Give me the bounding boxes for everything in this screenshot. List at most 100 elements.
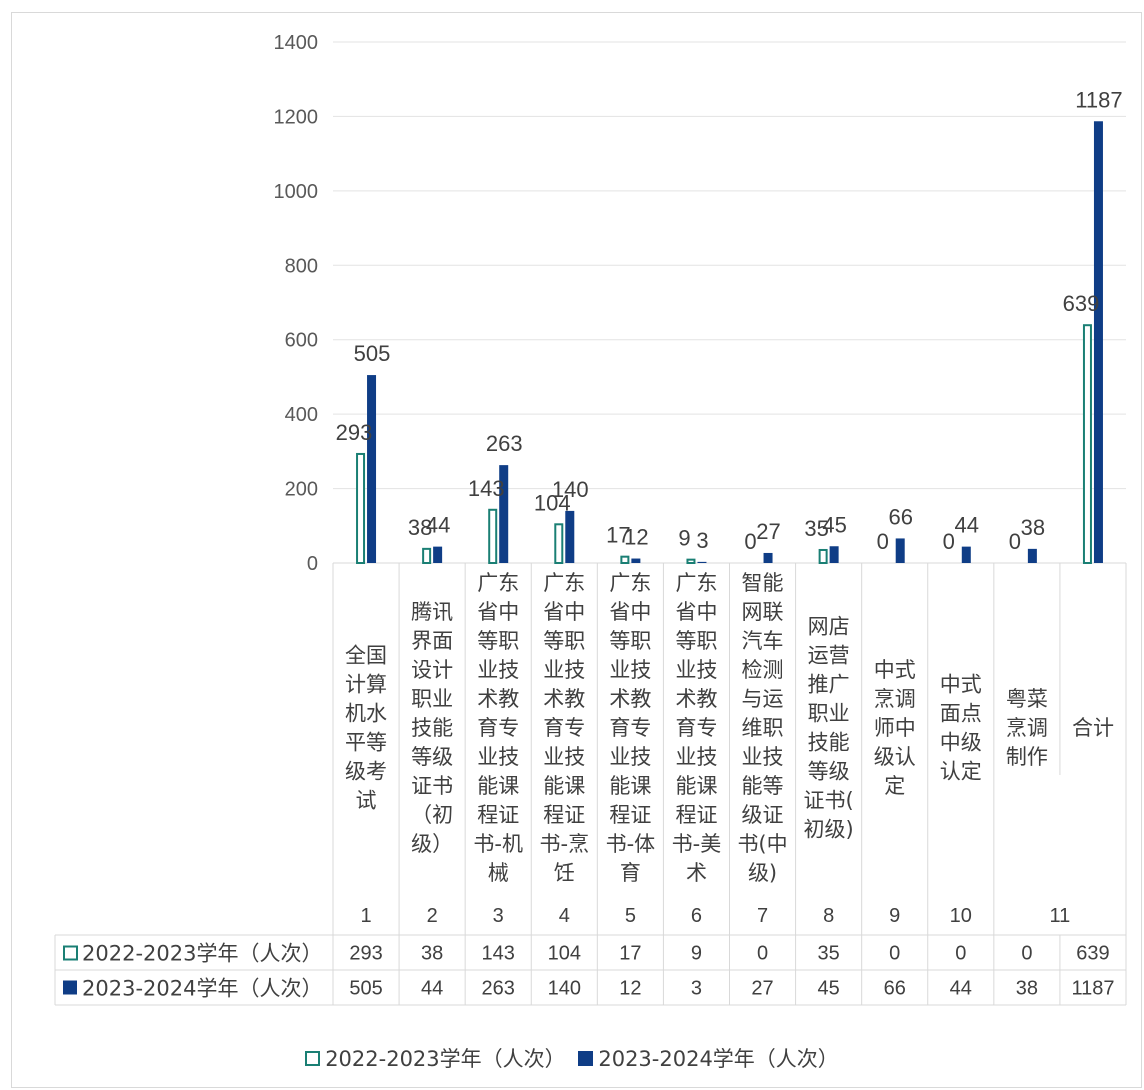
data-label-2022-2023: 17 bbox=[606, 523, 630, 548]
category-label: 广东 bbox=[477, 571, 519, 595]
data-label-2022-2023: 9 bbox=[678, 526, 690, 551]
category-label: 制作 bbox=[1006, 745, 1048, 769]
data-label-2022-2023: 35 bbox=[804, 516, 828, 541]
y-tick-label: 400 bbox=[285, 404, 318, 426]
data-label-2022-2023: 293 bbox=[336, 420, 373, 445]
table-row-label: 2023-2024学年（人次） bbox=[82, 977, 322, 1001]
category-label: 等职 bbox=[675, 629, 717, 653]
category-number: 5 bbox=[625, 905, 636, 927]
table-cell: 44 bbox=[421, 978, 443, 1000]
data-label-2023-2024: 3 bbox=[696, 528, 708, 553]
legend-swatch-2022-2023 bbox=[305, 1050, 321, 1066]
category-label: 术教 bbox=[609, 687, 651, 711]
bar-chart: 0200400600800100012001400全国计算机水平等级考试1腾讯界… bbox=[54, 32, 1127, 1006]
bar-2023-2024 bbox=[433, 546, 443, 563]
category-label: 与运 bbox=[742, 687, 784, 711]
category-label: 机水 bbox=[345, 702, 387, 726]
table-cell: 140 bbox=[548, 978, 581, 1000]
category-label: 中级 bbox=[940, 731, 982, 755]
data-label-2023-2024: 66 bbox=[888, 504, 912, 529]
category-number: 3 bbox=[493, 905, 504, 927]
category-label: 初级) bbox=[804, 818, 854, 842]
bar-2023-2024 bbox=[829, 546, 839, 563]
table-cell: 0 bbox=[1021, 943, 1032, 965]
category-label: 书-机 bbox=[473, 832, 523, 856]
category-label: 业技 bbox=[543, 658, 585, 682]
category-label: 省中 bbox=[609, 600, 651, 624]
category-label: 全国 bbox=[345, 644, 387, 668]
category-label: 中式 bbox=[874, 658, 916, 682]
category-label: 广东 bbox=[675, 571, 717, 595]
table-cell: 639 bbox=[1076, 943, 1109, 965]
data-label-2022-2023: 0 bbox=[744, 529, 756, 554]
category-label: 业技 bbox=[609, 658, 651, 682]
table-cell: 17 bbox=[619, 943, 641, 965]
table-cell: 143 bbox=[482, 943, 515, 965]
data-label-2022-2023: 38 bbox=[408, 515, 432, 540]
category-label: 书-美 bbox=[672, 832, 722, 856]
y-tick-label: 1400 bbox=[274, 32, 319, 54]
data-label-2022-2023: 639 bbox=[1063, 291, 1100, 316]
y-tick-label: 600 bbox=[285, 330, 318, 352]
category-label: 认定 bbox=[940, 760, 982, 784]
category-label: 技能 bbox=[411, 716, 453, 740]
legend-item-2023-2024: 2023-2024学年（人次） bbox=[578, 1043, 839, 1073]
data-label-2022-2023: 104 bbox=[534, 490, 571, 515]
category-label: 书(中 bbox=[737, 832, 787, 856]
table-cell: 66 bbox=[884, 978, 906, 1000]
bar-2022-2023 bbox=[620, 555, 630, 565]
data-label-2022-2023: 143 bbox=[468, 476, 505, 501]
y-tick-label: 1000 bbox=[274, 181, 319, 203]
category-label: 业技 bbox=[675, 658, 717, 682]
category-label: 广东 bbox=[609, 571, 651, 595]
category-number: 1 bbox=[360, 905, 371, 927]
category-label: 省中 bbox=[543, 600, 585, 624]
bar-2022-2023 bbox=[686, 558, 696, 564]
table-swatch-2023-2024 bbox=[63, 980, 77, 995]
legend-label-2023-2024: 2023-2024学年（人次） bbox=[598, 1047, 839, 1071]
legend-swatch-2023-2024 bbox=[578, 1050, 594, 1066]
category-label: 维职 bbox=[742, 716, 784, 740]
category-label: 书-烹 bbox=[540, 832, 590, 856]
category-label: 级考 bbox=[345, 760, 387, 784]
category-label: 业技 bbox=[477, 658, 519, 682]
table-cell: 38 bbox=[421, 943, 443, 965]
category-label: 试 bbox=[356, 789, 377, 813]
category-label: 设计 bbox=[411, 658, 453, 682]
category-label: 烹调 bbox=[1006, 716, 1048, 740]
category-label: 程证 bbox=[609, 803, 651, 827]
legend-item-2022-2023: 2022-2023学年（人次） bbox=[305, 1043, 566, 1073]
category-label: 械 bbox=[488, 861, 509, 885]
data-label-2023-2024: 1187 bbox=[1075, 87, 1122, 112]
category-label: 业技 bbox=[543, 745, 585, 769]
bar-2023-2024 bbox=[1027, 548, 1037, 563]
category-number: 9 bbox=[889, 905, 900, 927]
category-label: 职业 bbox=[411, 687, 453, 711]
category-label: 推广 bbox=[808, 673, 850, 697]
data-label-2023-2024: 140 bbox=[552, 477, 589, 502]
category-label: 职业 bbox=[808, 702, 850, 726]
table-cell: 3 bbox=[691, 978, 702, 1000]
y-tick-label: 200 bbox=[285, 479, 318, 501]
category-label: 能课 bbox=[609, 774, 651, 798]
data-label-2022-2023: 0 bbox=[943, 529, 955, 554]
category-label: 业技 bbox=[675, 745, 717, 769]
table-cell: 0 bbox=[757, 943, 768, 965]
bar-2023-2024 bbox=[763, 552, 773, 563]
category-label: 定 bbox=[884, 774, 905, 798]
category-label: 证书 bbox=[411, 774, 453, 798]
category-label: 术教 bbox=[675, 687, 717, 711]
bar-2023-2024 bbox=[895, 538, 905, 563]
category-label: 广东 bbox=[543, 571, 585, 595]
category-label: 汽车 bbox=[742, 629, 784, 653]
category-label: 等职 bbox=[477, 629, 519, 653]
table-cell: 104 bbox=[548, 943, 581, 965]
data-label-2023-2024: 27 bbox=[756, 519, 780, 544]
table-cell: 293 bbox=[349, 943, 382, 965]
category-label: 育专 bbox=[543, 716, 585, 740]
category-label: 能等 bbox=[742, 774, 784, 798]
legend: 2022-2023学年（人次） 2023-2024学年（人次） bbox=[0, 1043, 1144, 1073]
category-label: 能课 bbox=[675, 774, 717, 798]
category-label: 等职 bbox=[609, 629, 651, 653]
bar-2023-2024 bbox=[565, 510, 575, 563]
